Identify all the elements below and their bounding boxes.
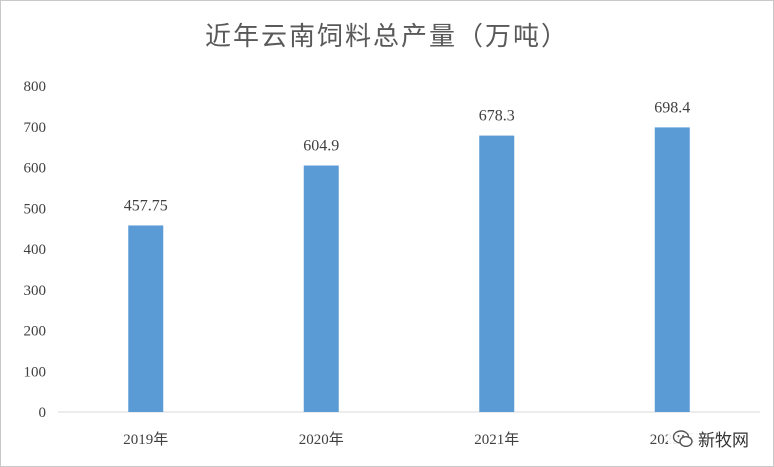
y-axis: 0 100 200 300 400 500 600 700 800 — [24, 79, 47, 421]
bar — [128, 225, 164, 412]
y-tick-label: 200 — [24, 324, 47, 340]
y-tick-label: 700 — [24, 120, 47, 136]
x-tick-label: 2021年 — [474, 431, 519, 448]
data-label: 678.3 — [479, 108, 515, 125]
y-tick-label: 0 — [39, 405, 47, 421]
bar — [654, 127, 690, 412]
bars — [128, 127, 690, 412]
watermark: 新牧网 — [668, 424, 755, 453]
watermark-text: 新牧网 — [698, 431, 749, 451]
bar — [303, 165, 339, 412]
x-axis-labels: 2019年2020年2021年2022年 — [123, 431, 695, 448]
y-tick-label: 100 — [24, 364, 47, 380]
y-tick-label: 400 — [24, 242, 47, 258]
y-tick-label: 600 — [24, 161, 47, 177]
y-tick-label: 300 — [24, 283, 47, 299]
chart-title: 近年云南饲料总产量（万吨） — [204, 22, 569, 52]
y-tick-label: 500 — [24, 201, 47, 217]
wechat-icon — [672, 429, 693, 447]
data-label: 457.75 — [124, 197, 168, 214]
data-label: 604.9 — [303, 138, 339, 155]
x-tick-label: 2019年 — [123, 431, 168, 448]
data-labels: 457.75 604.9 678.3 698.4 — [124, 99, 691, 214]
data-label: 698.4 — [654, 99, 690, 116]
y-tick-label: 800 — [24, 79, 47, 95]
bar — [479, 135, 515, 412]
x-tick-label: 2020年 — [299, 431, 344, 448]
